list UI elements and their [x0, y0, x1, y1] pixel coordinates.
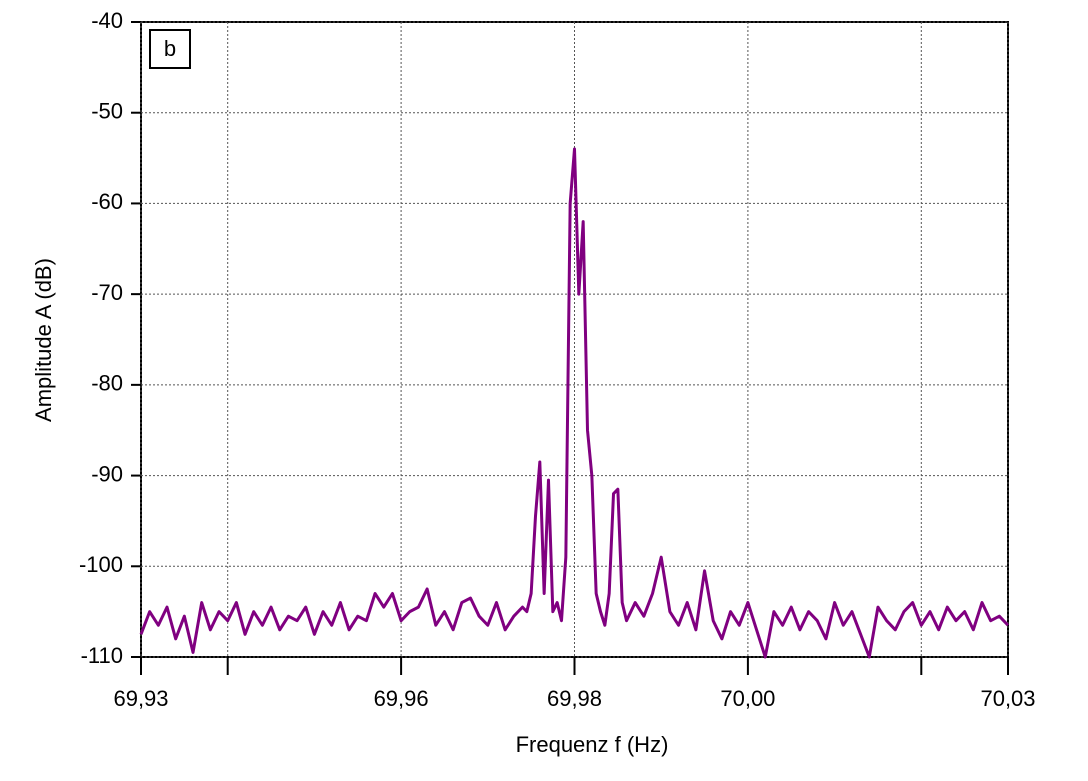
y-tick-label: -110 — [81, 643, 123, 668]
y-tick-label: -100 — [79, 552, 123, 577]
x-tick-label: 70,03 — [980, 686, 1035, 711]
x-tick-label: 69,98 — [547, 686, 602, 711]
y-axis-title: Amplitude A (dB) — [31, 258, 56, 422]
x-axis-title: Frequenz f (Hz) — [516, 732, 669, 757]
y-tick-label: -50 — [91, 99, 123, 124]
x-tick-label: 70,00 — [720, 686, 775, 711]
annotation: b — [164, 36, 176, 61]
y-tick-label: -70 — [91, 280, 123, 305]
y-tick-label: -80 — [91, 371, 123, 396]
y-tick-label: -40 — [91, 8, 123, 33]
y-tick-label: -90 — [91, 461, 123, 486]
y-tick-label: -60 — [91, 189, 123, 214]
annotation-box — [149, 29, 191, 69]
spectrum-line — [139, 147, 1010, 659]
x-tick-label: 69,93 — [113, 686, 168, 711]
x-tick-label: 69,96 — [374, 686, 429, 711]
